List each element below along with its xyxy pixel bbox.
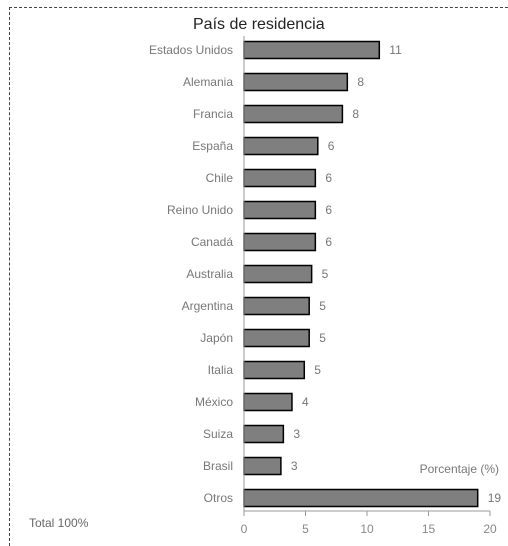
bar [243, 264, 313, 284]
bar [243, 72, 349, 92]
category-label: España [192, 139, 233, 153]
x-axis-label: Porcentaje (%) [419, 462, 499, 476]
bar [243, 328, 310, 348]
category-label: Otros [204, 491, 233, 505]
x-tick-label: 0 [241, 522, 248, 536]
category-label: Estados Unidos [149, 43, 233, 57]
category-label: Brasil [203, 459, 233, 473]
bar [243, 200, 317, 220]
value-label: 11 [389, 43, 402, 57]
frame-left-border [9, 7, 10, 546]
category-label: Chile [206, 171, 234, 185]
chart-title: País de residencia [193, 16, 325, 33]
bar [243, 360, 306, 380]
category-label: Japón [200, 331, 233, 345]
value-label: 19 [488, 491, 502, 505]
value-label: 3 [291, 459, 298, 473]
bar [243, 136, 319, 156]
x-tick-label: 15 [422, 522, 436, 536]
x-tick-label: 20 [483, 522, 497, 536]
value-label: 3 [293, 427, 300, 441]
category-label: Argentina [182, 299, 234, 313]
category-label: Suiza [203, 427, 233, 441]
value-label: 4 [302, 395, 309, 409]
bar [243, 40, 381, 60]
value-label: 6 [325, 235, 332, 249]
value-label: 6 [328, 139, 335, 153]
value-label: 5 [314, 363, 321, 377]
bar [243, 232, 317, 252]
bar [243, 456, 282, 476]
bar [243, 488, 479, 508]
value-label: 6 [325, 203, 332, 217]
category-label: México [195, 395, 233, 409]
category-label: Italia [208, 363, 234, 377]
value-label: 8 [357, 75, 364, 89]
category-label: Canadá [191, 235, 233, 249]
value-label: 8 [352, 107, 359, 121]
value-label: 5 [319, 299, 326, 313]
bar [243, 104, 344, 124]
value-label: 5 [319, 331, 326, 345]
value-label: 5 [322, 267, 329, 281]
bar [243, 168, 317, 188]
value-label: 6 [325, 171, 332, 185]
bar [243, 424, 285, 444]
frame-top-border [9, 7, 508, 8]
category-label: Francia [193, 107, 233, 121]
x-tick-label: 5 [302, 522, 309, 536]
category-label: Alemania [183, 75, 233, 89]
category-label: Reino Unido [167, 203, 233, 217]
bar [243, 296, 310, 316]
category-label: Australia [186, 267, 233, 281]
bar [243, 392, 293, 412]
total-note: Total 100% [29, 516, 89, 530]
x-tick-label: 10 [360, 522, 374, 536]
